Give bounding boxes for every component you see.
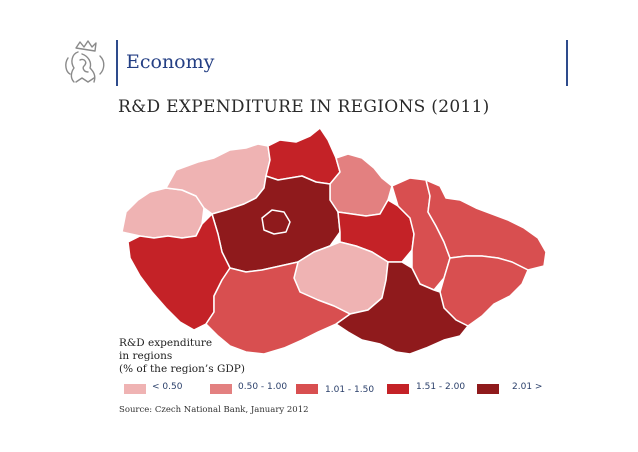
region-jihocesky	[205, 261, 351, 355]
region-zlinsky	[439, 255, 529, 327]
region-kralovehradecky	[329, 153, 393, 217]
region-praha	[261, 209, 291, 235]
header-divider-left	[116, 40, 118, 86]
source-note: Source: Czech National Bank, January 201…	[119, 405, 309, 415]
region-moravskoslezsky	[425, 179, 547, 271]
legend-title: R&D expenditure in regions (% of the reg…	[119, 337, 269, 376]
section-title: Economy	[126, 51, 215, 73]
legend-title-line: (% of the region’s GDP)	[119, 363, 245, 375]
legend-label-lt-050: < 0.50	[152, 382, 183, 392]
legend-swatch-gt-201	[477, 384, 499, 394]
legend-swatch-050-100	[210, 384, 232, 394]
region-karlovarsky	[121, 187, 205, 239]
region-liberecky	[265, 127, 341, 185]
legend-swatch-151-200	[387, 384, 409, 394]
region-jihomoravsky	[335, 261, 469, 355]
legend-label-050-100: 0.50 - 1.00	[238, 382, 288, 392]
slide-title: R&D EXPENDITURE IN REGIONS (2011)	[118, 97, 490, 117]
legend-label-101-150: 1.01 - 1.50	[325, 385, 375, 395]
legend-label-gt-201: 2.01 >	[512, 382, 543, 392]
legend-title-line: R&D expenditure	[119, 337, 213, 349]
legend-title-line: in regions	[119, 350, 173, 362]
legend-label-151-200: 1.51 - 2.00	[416, 382, 466, 392]
czech-lion-emblem-icon	[65, 40, 105, 83]
header-divider-right	[566, 40, 568, 86]
legend-swatch-101-150	[296, 384, 318, 394]
legend-swatch-lt-050	[124, 384, 146, 394]
